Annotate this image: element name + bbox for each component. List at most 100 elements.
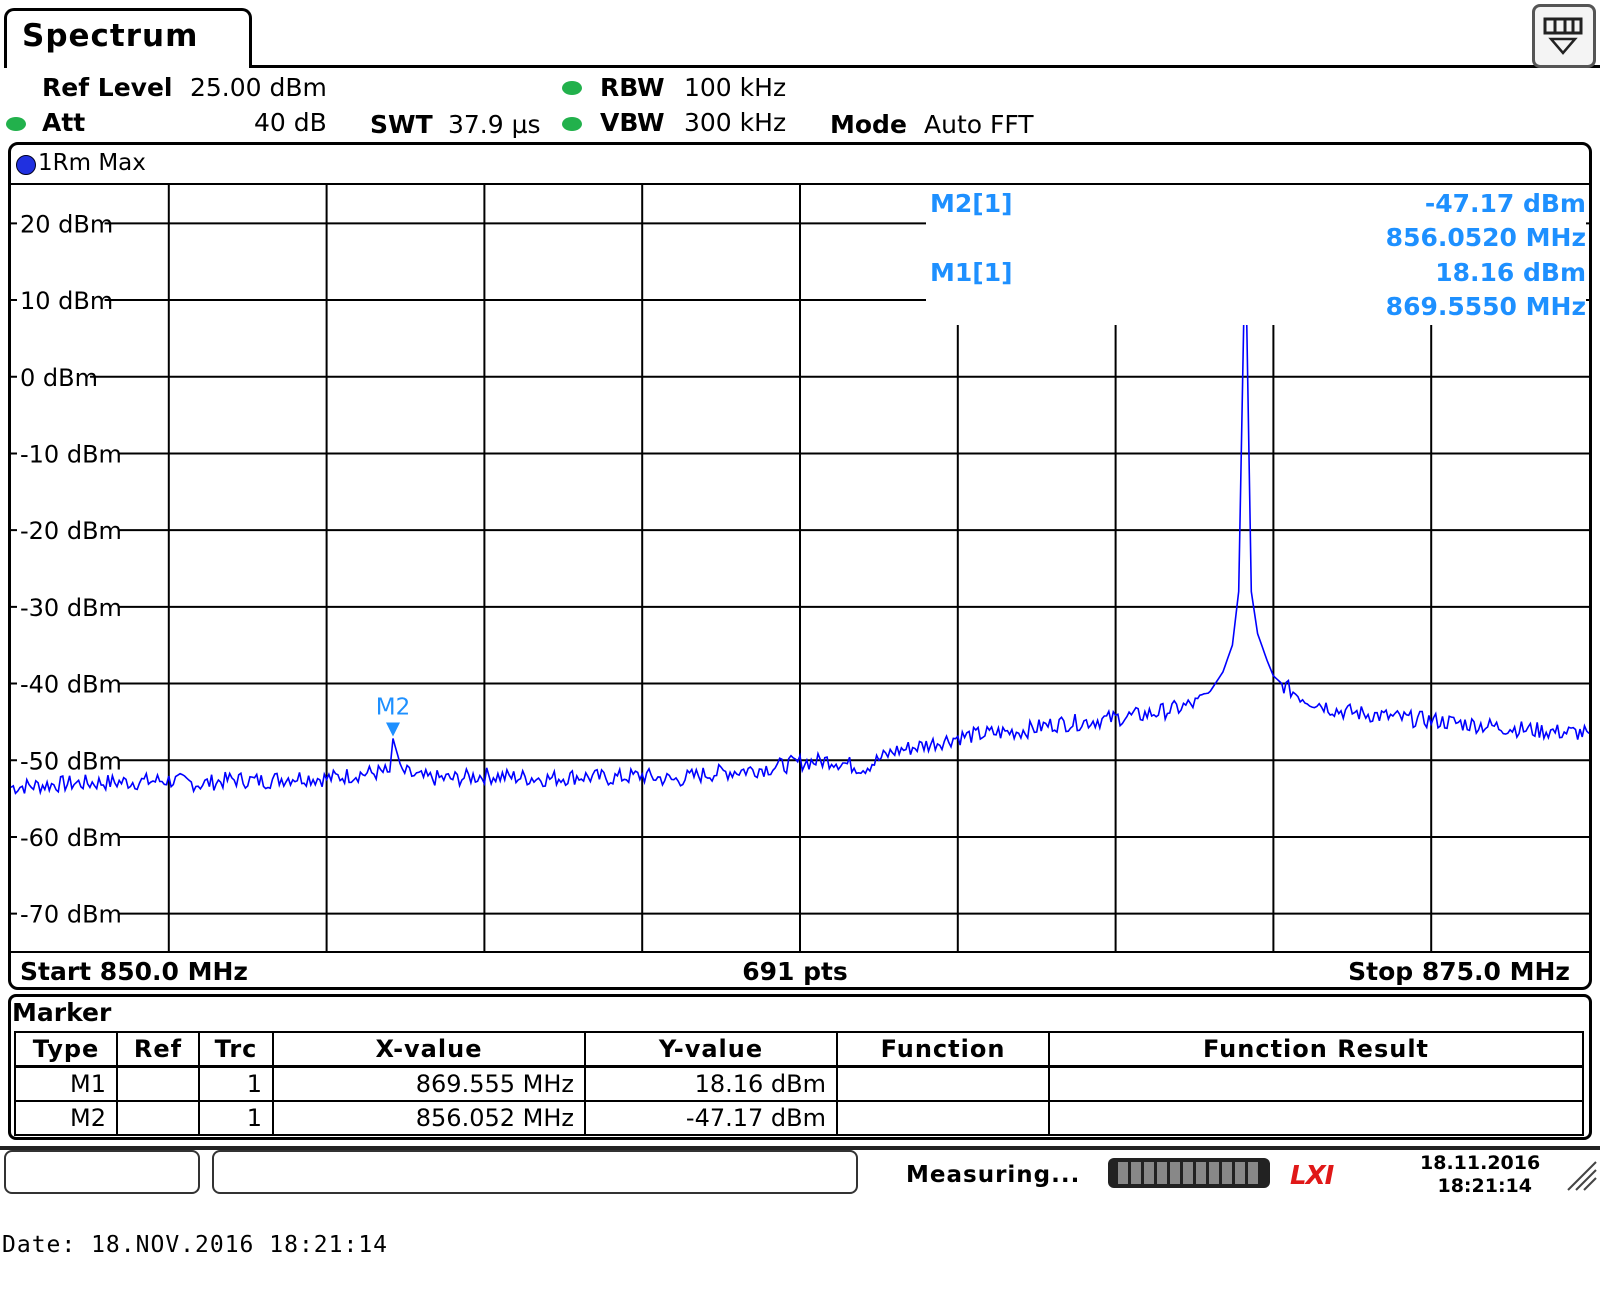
status-datetime: 18.11.2016 18:21:14 [1420,1152,1541,1198]
spectrum-tab[interactable] [4,8,252,68]
cell-trc: 1 [198,1100,274,1136]
cell-ref [116,1065,200,1102]
col-ref: Ref [116,1031,200,1068]
col-trc: Trc [198,1031,274,1068]
stop-frequency: Stop 875.0 MHz [1348,957,1570,986]
cell-function-result [1048,1065,1584,1102]
sweep-points: 691 pts [742,957,848,986]
progress-segment [1248,1162,1258,1184]
y-tick-label: -50 dBm [20,747,122,775]
display-toggle-icon [1543,17,1583,55]
table-row[interactable]: M1 1 869.555 MHz 18.16 dBm [14,1065,1584,1102]
status-date: 18.11.2016 [1420,1152,1541,1174]
ref-level-value[interactable]: 25.00 dBm [190,73,327,102]
start-frequency: Start 850.0 MHz [20,957,248,986]
lxi-logo: LXI [1288,1158,1342,1191]
marker-table-title: Marker [12,998,112,1027]
cell-function [836,1100,1050,1136]
cell-function-result [1048,1100,1584,1136]
cell-y-value: -47.17 dBm [584,1100,838,1136]
att-label: Att [42,108,86,137]
rbw-value[interactable]: 100 kHz [684,73,787,102]
marker-table-panel [8,994,1592,1140]
y-tick-label: -60 dBm [20,824,122,852]
tick-label-bg [17,514,120,547]
trace-indicator-icon [16,155,36,175]
y-tick-label: 10 dBm [20,287,113,315]
progress-segment [1157,1162,1167,1184]
vbw-label: VBW [600,108,665,137]
vbw-value[interactable]: 300 kHz [684,108,787,137]
trace-1 [10,237,1590,796]
y-tick-label: -20 dBm [20,517,122,545]
cell-function [836,1065,1050,1102]
progress-segment [1170,1162,1180,1184]
tab-title: Spectrum [22,18,199,54]
cell-type: M2 [14,1100,118,1136]
rbw-status-led [562,81,582,95]
progress-segment [1196,1162,1206,1184]
display-toggle-button[interactable] [1532,4,1596,68]
col-y-value: Y-value [584,1031,838,1068]
progress-segment [1222,1162,1232,1184]
status-field-1[interactable] [4,1150,200,1194]
cell-x-value: 869.555 MHz [272,1065,586,1102]
progress-segment [1131,1162,1141,1184]
tick-label-bg [17,897,120,930]
tab-divider [250,65,1600,68]
marker-table: Type Ref Trc X-value Y-value Function Fu… [14,1031,1584,1136]
att-status-led [6,117,26,131]
cell-x-value: 856.052 MHz [272,1100,586,1136]
status-time: 18:21:14 [1437,1175,1532,1197]
mode-label: Mode [830,110,907,139]
tick-label-bg [17,437,120,470]
y-tick-label: -30 dBm [20,594,122,622]
table-row[interactable]: M2 1 856.052 MHz -47.17 dBm [14,1100,1584,1136]
tick-label-bg [17,744,120,777]
status-field-2[interactable] [212,1150,858,1194]
vbw-status-led [562,117,582,131]
cell-trc: 1 [198,1065,274,1102]
mode-value[interactable]: Auto FFT [924,110,1034,139]
trace-label-bar [11,145,1589,185]
y-tick-label: 0 dBm [20,364,98,392]
col-function-result: Function Result [1048,1031,1584,1068]
progress-segment [1144,1162,1154,1184]
att-value[interactable]: 40 dB [254,108,327,137]
ref-level-label: Ref Level [42,73,173,102]
svg-text:LXI: LXI [1290,1161,1335,1190]
m2-marker-icon [386,722,401,737]
tick-label-bg [17,667,120,700]
m2-marker-label: M2 [376,695,410,721]
cell-type: M1 [14,1065,118,1102]
m2-readout-level: -47.17 dBm [1425,189,1586,218]
plot-grid [11,185,1589,952]
y-axis-ticks: 20 dBm 10 dBm 0 dBm -10 dBm -20 dBm -30 dBm -4… [17,207,122,930]
trace-label[interactable]: 1Rm Max [38,150,146,176]
m1-readout-level: 18.16 dBm [1435,258,1586,287]
sweep-progress-bar [1108,1158,1270,1188]
marker-readout-panel [926,185,1586,325]
progress-segment [1118,1162,1128,1184]
swt-value[interactable]: 37.9 µs [448,110,541,139]
spectrum-chart[interactable]: 20 dBm 10 dBm 0 dBm -10 dBm -20 dBm -30 dBm -4… [0,0,1600,990]
col-function: Function [836,1031,1050,1068]
lxi-logo-icon: LXI [1290,1161,1336,1191]
y-tick-label: -10 dBm [20,440,122,468]
m2-readout-label: M2[1] [930,189,1013,218]
capture-date: Date: 18.NOV.2016 18:21:14 [2,1232,389,1258]
tick-label-bg [17,590,120,623]
tick-label-bg [17,360,90,393]
measuring-status: Measuring... [906,1162,1081,1188]
m2-readout-freq: 856.0520 MHz [1386,223,1586,252]
tick-label-bg [17,284,105,317]
col-x-value: X-value [272,1031,586,1068]
resize-grip-icon[interactable] [1562,1156,1598,1192]
y-tick-label: 20 dBm [20,210,113,238]
status-bar-divider [0,1146,1600,1150]
y-tick-label: -40 dBm [20,671,122,699]
marker-table-header: Type Ref Trc X-value Y-value Function Fu… [14,1031,1584,1068]
y-tick-label: -70 dBm [20,901,122,929]
cell-ref [116,1100,200,1136]
swt-label: SWT [370,110,433,139]
